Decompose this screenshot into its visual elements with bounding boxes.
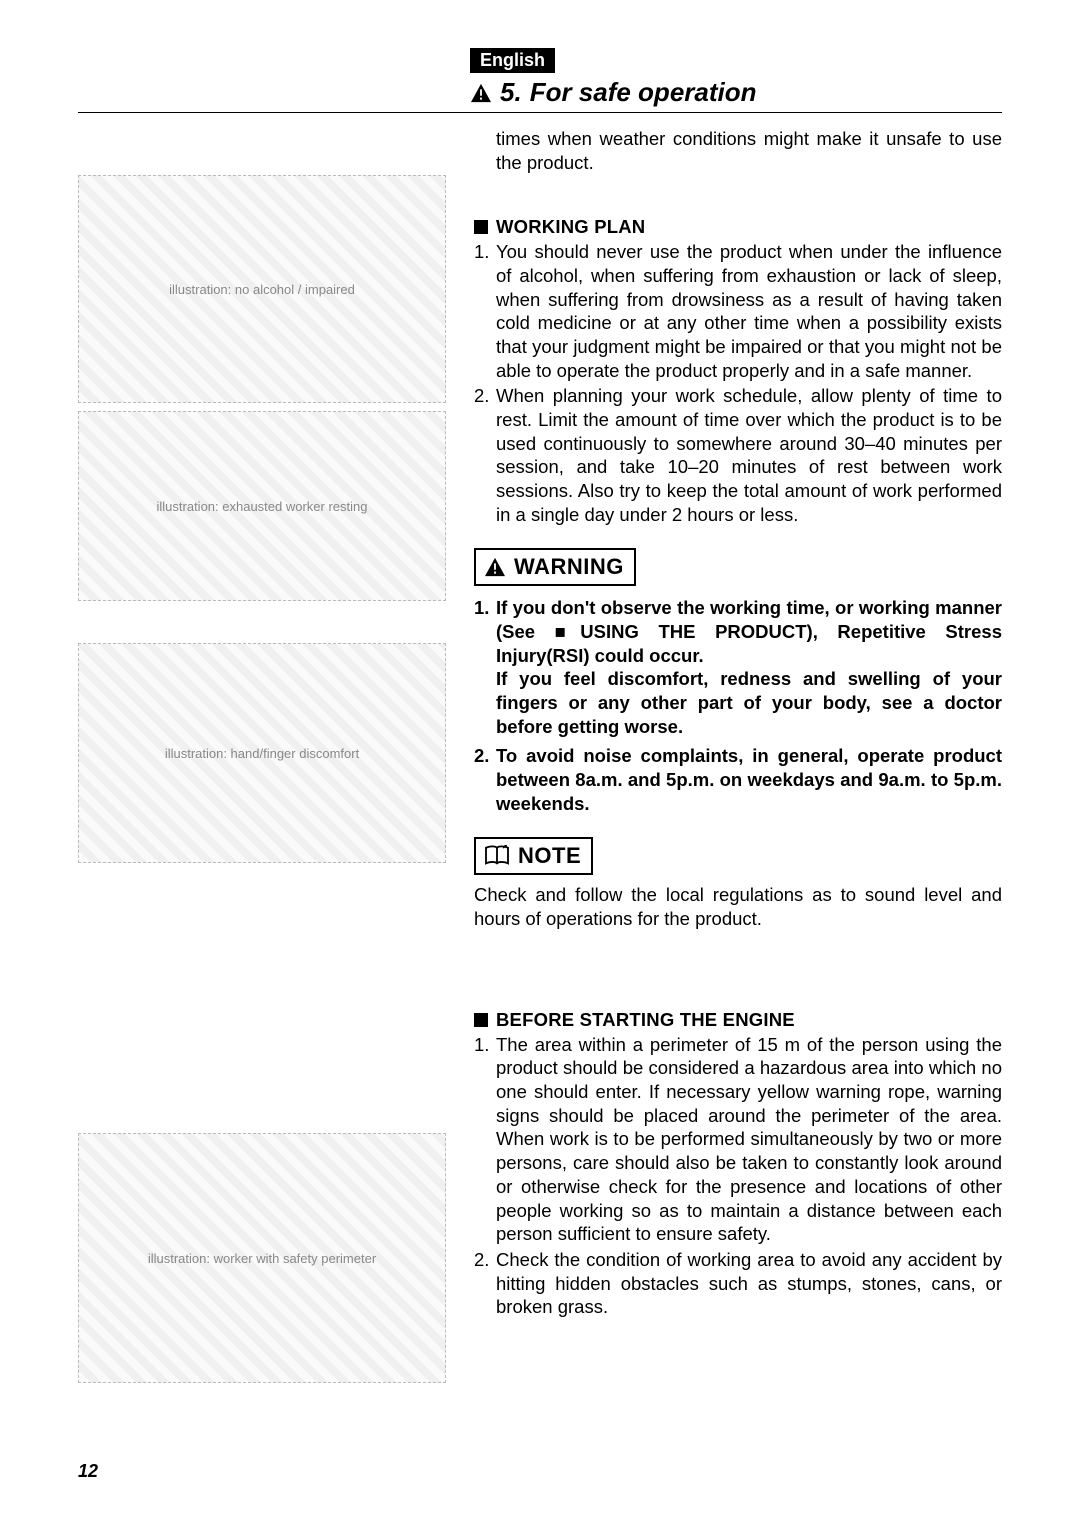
section-title-row: 5. For safe operation	[470, 77, 1002, 108]
note-callout: NOTE	[474, 837, 593, 875]
illustration-hand-pain: illustration: hand/finger discomfort	[78, 643, 446, 863]
list-number: 1.	[474, 240, 496, 382]
list-body: The area within a perimeter of 15 m of t…	[496, 1033, 1002, 1246]
warning-item: 2. To avoid noise complaints, in general…	[474, 744, 1002, 815]
illustration-column: illustration: no alcohol / impaired illu…	[78, 127, 446, 1383]
section-title: For safe operation	[530, 77, 757, 108]
language-badge: English	[470, 48, 555, 73]
list-number: 2.	[474, 384, 496, 526]
warning-triangle-icon	[484, 557, 506, 577]
continuation-paragraph: times when weather conditions might make…	[474, 127, 1002, 174]
square-bullet-icon	[474, 220, 488, 234]
list-body: To avoid noise complaints, in general, o…	[496, 744, 1002, 815]
list-number: 2.	[474, 1248, 496, 1319]
two-column-content: illustration: no alcohol / impaired illu…	[78, 127, 1002, 1383]
working-plan-heading-row: WORKING PLAN	[474, 216, 1002, 238]
list-number: 1.	[474, 1033, 496, 1246]
list-body: When planning your work schedule, allow …	[496, 384, 1002, 526]
illustration-no-alcohol: illustration: no alcohol / impaired	[78, 175, 446, 403]
text-column: times when weather conditions might make…	[474, 127, 1002, 1383]
before-starting-item: 1. The area within a perimeter of 15 m o…	[474, 1033, 1002, 1246]
list-body: If you don't observe the working time, o…	[496, 596, 1002, 738]
warning-list: 1. If you don't observe the working time…	[474, 596, 1002, 815]
manual-page: English 5. For safe operation illustrati…	[0, 0, 1080, 1526]
warning-triangle-icon	[470, 83, 492, 103]
list-number: 2.	[474, 744, 496, 815]
section-number: 5.	[500, 77, 522, 108]
warning-item: 1. If you don't observe the working time…	[474, 596, 1002, 738]
working-plan-item: 2. When planning your work schedule, all…	[474, 384, 1002, 526]
note-label: NOTE	[518, 843, 581, 869]
warning-callout: WARNING	[474, 548, 636, 586]
open-book-icon	[484, 845, 510, 867]
list-number: 1.	[474, 596, 496, 738]
before-starting-heading: BEFORE STARTING THE ENGINE	[496, 1009, 795, 1031]
square-bullet-icon	[474, 1013, 488, 1027]
page-number: 12	[78, 1461, 98, 1482]
title-rule	[78, 112, 1002, 113]
before-starting-item: 2. Check the condition of working area t…	[474, 1248, 1002, 1319]
note-text: Check and follow the local regulations a…	[474, 883, 1002, 930]
working-plan-heading: WORKING PLAN	[496, 216, 645, 238]
before-starting-heading-row: BEFORE STARTING THE ENGINE	[474, 1009, 1002, 1031]
working-plan-item: 1. You should never use the product when…	[474, 240, 1002, 382]
list-body: You should never use the product when un…	[496, 240, 1002, 382]
illustration-tired-worker: illustration: exhausted worker resting	[78, 411, 446, 601]
list-body: Check the condition of working area to a…	[496, 1248, 1002, 1319]
warning-label: WARNING	[514, 554, 624, 580]
illustration-safety-perimeter: illustration: worker with safety perimet…	[78, 1133, 446, 1383]
